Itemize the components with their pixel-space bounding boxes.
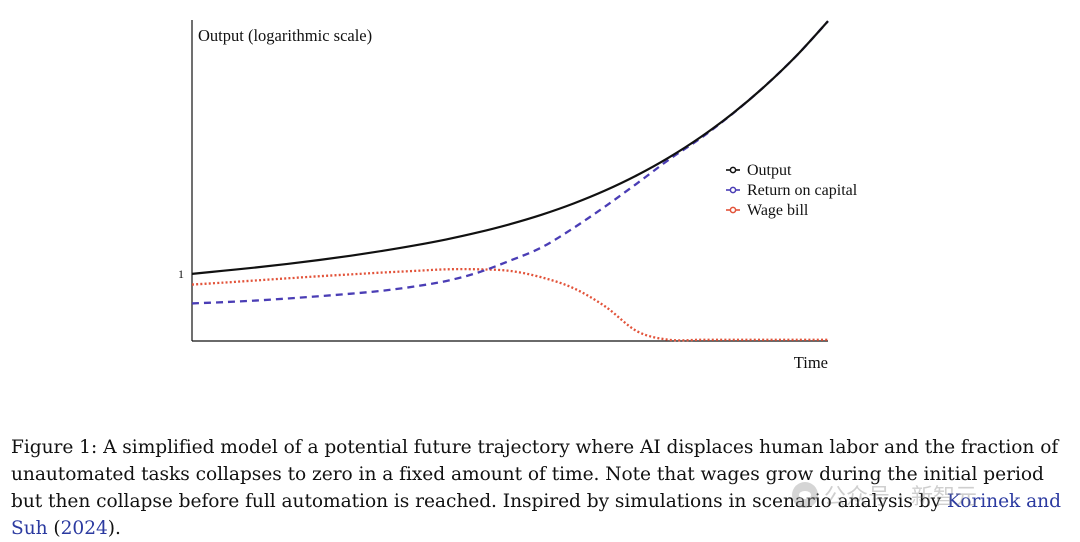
legend-marker bbox=[729, 206, 737, 214]
y-tick-label: 1 bbox=[178, 267, 184, 281]
citation-year-group: (2024). bbox=[53, 518, 120, 539]
caption-label: Figure 1: bbox=[11, 437, 98, 458]
legend-entry-output: Output bbox=[726, 162, 792, 179]
legend-label: Return on capital bbox=[747, 182, 858, 199]
legend: Output Return on capital Wage bill bbox=[726, 162, 858, 219]
legend-label: Output bbox=[747, 162, 792, 179]
line-chart: Output (logarithmic scale) Time 1 Output… bbox=[178, 20, 858, 372]
legend-marker bbox=[729, 166, 737, 174]
x-axis-label: Time bbox=[794, 353, 828, 372]
axes: Output (logarithmic scale) Time 1 bbox=[178, 20, 828, 372]
caption-text: A simplified model of a potential future… bbox=[11, 437, 1059, 512]
y-tick-labels: 1 bbox=[178, 267, 184, 281]
legend-entry-wage-bill: Wage bill bbox=[726, 202, 809, 219]
citation-link-authors[interactable]: Korinek and Suh bbox=[11, 491, 1061, 539]
series-lines bbox=[191, 20, 829, 342]
legend-marker bbox=[729, 186, 737, 194]
series-line-wage-bill bbox=[191, 267, 828, 342]
figure-caption: Figure 1: A simplified model of a potent… bbox=[11, 434, 1073, 542]
legend-label: Wage bill bbox=[747, 202, 809, 219]
series-line-return-on-capital bbox=[191, 20, 829, 305]
figure: Output (logarithmic scale) Time 1 Output… bbox=[178, 20, 858, 372]
series-line-output bbox=[191, 20, 829, 275]
citation-year-close: ). bbox=[107, 518, 121, 539]
legend-entry-return-on-capital: Return on capital bbox=[726, 182, 858, 199]
citation-link-year[interactable]: 2024 bbox=[60, 518, 108, 539]
y-axis-label: Output (logarithmic scale) bbox=[198, 26, 372, 45]
citation-year-open: ( bbox=[53, 518, 61, 539]
